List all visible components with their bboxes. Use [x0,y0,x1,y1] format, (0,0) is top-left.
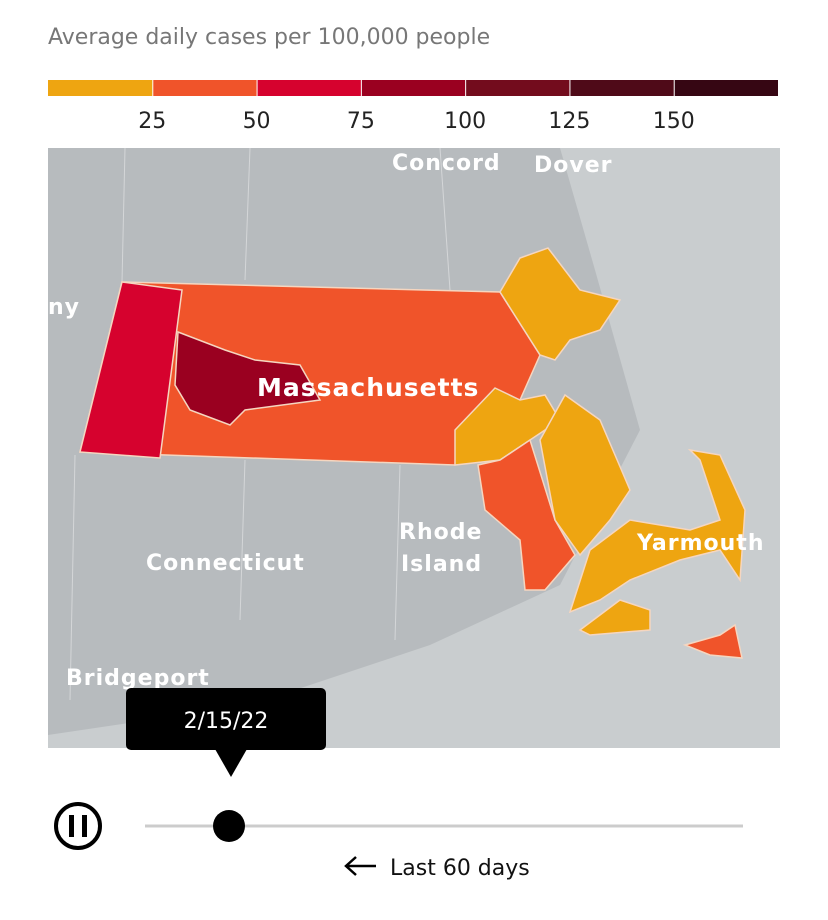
legend-tick: 100 [444,109,486,134]
county [79,281,183,459]
map-label: Dover [534,153,613,178]
legend-swatch [570,80,674,96]
map-label: Island [401,552,482,577]
legend-swatch [48,80,153,96]
legend-swatch [674,80,778,96]
slider-knob[interactable] [213,810,245,842]
legend-swatch [361,80,466,96]
county [174,330,322,426]
county [477,438,576,591]
legend-tick: 150 [653,109,695,134]
county [568,448,746,614]
map-label: Bridgeport [66,666,210,691]
county [539,393,631,557]
back-link[interactable]: Last 60 days [344,856,530,881]
legend: 25 50 75 100 125 150 [48,80,778,134]
tooltip: 2/15/22 [126,688,326,777]
map-label: Connecticut [146,551,305,576]
map-label: Rhode [399,520,482,545]
legend-tick: 25 [138,109,166,134]
map-label: ny [48,295,80,320]
county [499,247,622,361]
pause-button[interactable] [54,802,102,850]
county [682,623,743,659]
legend-tick: 125 [548,109,590,134]
map: Concord Dover ny Massachusetts Rhode Isl… [48,147,780,748]
map-label: Yarmouth [636,531,765,556]
legend-swatch [153,80,257,96]
slider-caption: Last 60 days [390,856,530,881]
legend-swatch [466,80,570,96]
legend-tick: 50 [243,109,271,134]
title: Average daily cases per 100,000 people [48,25,490,50]
legend-tick: 75 [347,109,375,134]
map-label: Massachusetts [257,373,479,402]
borders [69,147,451,701]
map-label: Concord [392,151,501,176]
county [578,599,651,636]
legend-swatch [257,80,361,96]
tooltip-date: 2/15/22 [184,709,269,734]
